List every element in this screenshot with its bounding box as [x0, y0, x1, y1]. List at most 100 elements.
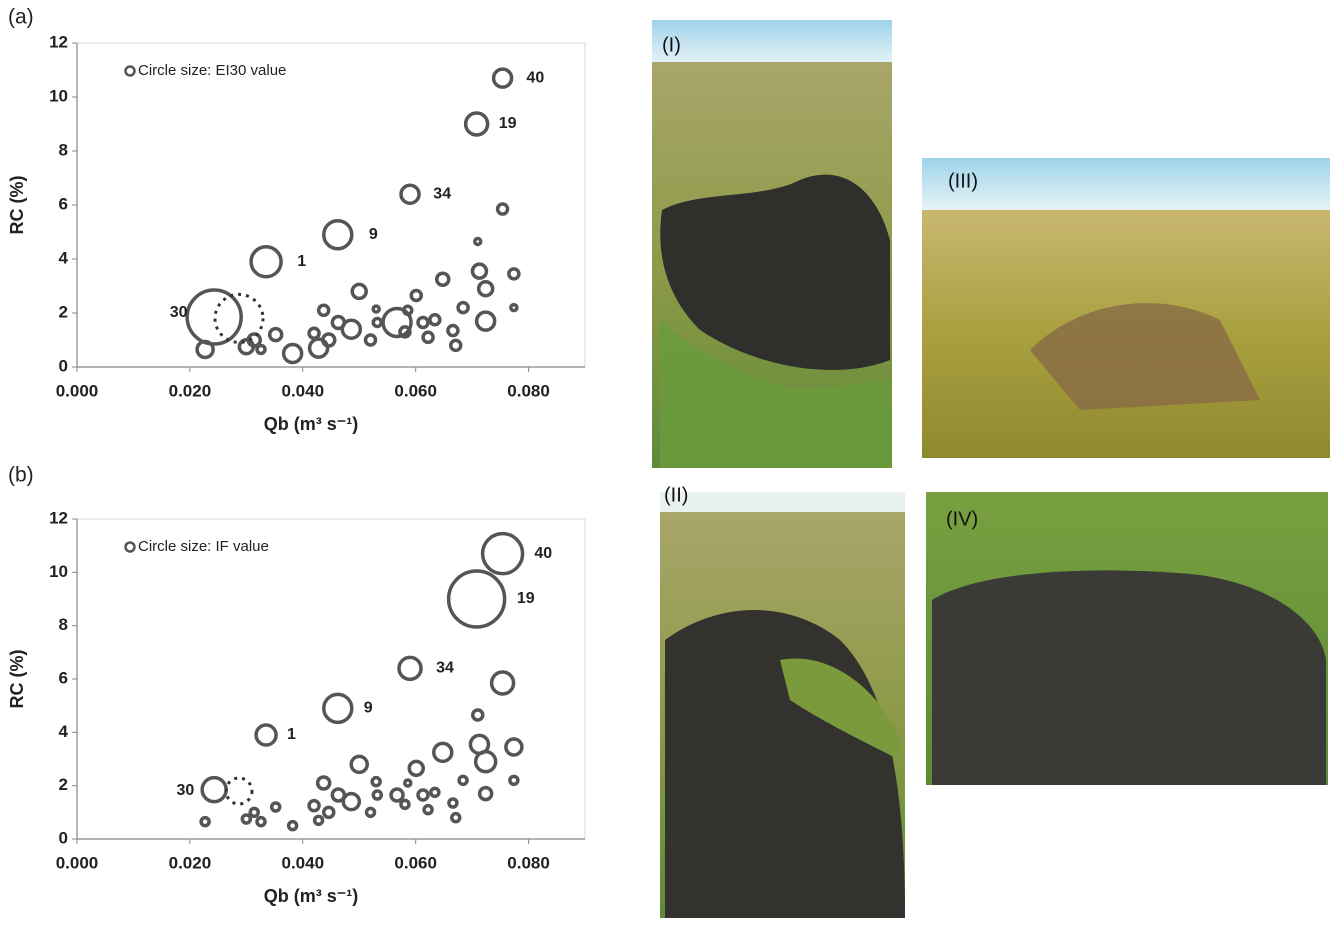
bubble: [352, 284, 366, 298]
annotation: 40: [526, 69, 544, 86]
bubble: [434, 743, 452, 761]
bubble: [423, 332, 433, 342]
bubble: [226, 778, 252, 804]
bubble: [324, 221, 352, 249]
bubble: [319, 305, 329, 315]
bubble: [309, 328, 319, 338]
bubble: [430, 315, 440, 325]
x-tick-label: 0.060: [394, 381, 437, 400]
bubble: [475, 238, 481, 244]
bubble: [256, 725, 276, 745]
bubble: [472, 264, 486, 278]
x-tick-label: 0.040: [282, 853, 325, 872]
bubble: [391, 789, 403, 801]
bubble: [506, 739, 522, 755]
figure: (I)(II)(III)(IV)(a)0246810120.0000.0200.…: [0, 0, 1334, 921]
bubble: [418, 790, 428, 800]
bubble: [476, 752, 496, 772]
bubble: [373, 306, 379, 312]
bubble: [498, 204, 508, 214]
bubble: [401, 185, 419, 203]
bubble: [201, 818, 209, 826]
bubble: [373, 318, 381, 326]
bubble: [511, 305, 517, 311]
panel-label: (b): [8, 464, 34, 487]
y-tick-label: 12: [49, 32, 68, 51]
photo-label: (IV): [946, 508, 978, 530]
y-axis-title: RC (%): [7, 650, 27, 709]
photo-label: (III): [948, 170, 978, 192]
bubble: [483, 534, 523, 574]
x-tick-label: 0.020: [169, 853, 212, 872]
annotation: 19: [499, 115, 517, 132]
bubble: [458, 303, 468, 313]
y-tick-label: 2: [59, 302, 68, 321]
bubble: [257, 345, 265, 353]
bubble: [272, 803, 280, 811]
y-tick-label: 8: [59, 615, 68, 634]
bubble: [332, 789, 344, 801]
bubble: [215, 294, 263, 342]
y-tick-label: 10: [49, 562, 68, 581]
bubble: [250, 808, 258, 816]
plot-frame: [77, 519, 585, 839]
bubble: [366, 335, 376, 345]
photo: [652, 20, 892, 468]
bubble: [466, 113, 488, 135]
y-axis-title: RC (%): [7, 176, 27, 235]
x-axis-title: Qb (m³ s⁻¹): [264, 886, 359, 906]
plot-frame: [77, 43, 585, 367]
bubble: [318, 777, 330, 789]
bubble: [473, 710, 483, 720]
annotation: 9: [364, 700, 373, 717]
y-tick-label: 6: [59, 668, 68, 687]
annotation: 19: [517, 590, 535, 607]
bubble: [437, 273, 449, 285]
bubble: [418, 317, 428, 327]
bubble: [242, 815, 250, 823]
annotation: 40: [534, 545, 552, 562]
bubble: [309, 801, 319, 811]
x-tick-label: 0.080: [507, 381, 550, 400]
legend-label: Circle size: IF value: [138, 538, 269, 555]
x-tick-label: 0.080: [507, 853, 550, 872]
bubble: [257, 818, 265, 826]
panel-label: (a): [8, 6, 34, 29]
annotation: 30: [170, 304, 188, 321]
x-tick-label: 0.040: [282, 381, 325, 400]
bubble: [405, 780, 411, 786]
photo-label: (II): [664, 484, 688, 506]
annotation: 1: [297, 253, 306, 270]
bubble: [510, 776, 518, 784]
bubble: [448, 326, 458, 336]
y-tick-label: 0: [59, 828, 68, 847]
x-axis-title: Qb (m³ s⁻¹): [264, 414, 359, 434]
bubble: [324, 694, 352, 722]
bubble: [401, 800, 409, 808]
bubble: [373, 791, 381, 799]
bubble: [202, 778, 226, 802]
x-tick-label: 0.020: [169, 381, 212, 400]
annotation: 34: [433, 185, 451, 202]
photo-label: (I): [662, 34, 681, 56]
y-tick-label: 2: [59, 775, 68, 794]
photo: [660, 492, 905, 918]
bubble: [404, 306, 412, 314]
bubble: [289, 822, 297, 830]
annotation: 30: [176, 782, 194, 799]
y-tick-label: 4: [59, 248, 69, 267]
bubble: [187, 290, 241, 344]
bubble: [372, 778, 380, 786]
x-tick-label: 0.000: [56, 853, 99, 872]
x-tick-label: 0.060: [394, 853, 437, 872]
y-tick-label: 8: [59, 140, 68, 159]
bubble: [494, 69, 512, 87]
bubble: [251, 247, 281, 277]
annotation: 9: [369, 226, 378, 243]
bubble: [411, 290, 421, 300]
y-tick-label: 4: [59, 722, 69, 741]
bubble: [480, 788, 492, 800]
bubble: [424, 806, 432, 814]
bubble: [479, 282, 493, 296]
bubble: [451, 340, 461, 350]
